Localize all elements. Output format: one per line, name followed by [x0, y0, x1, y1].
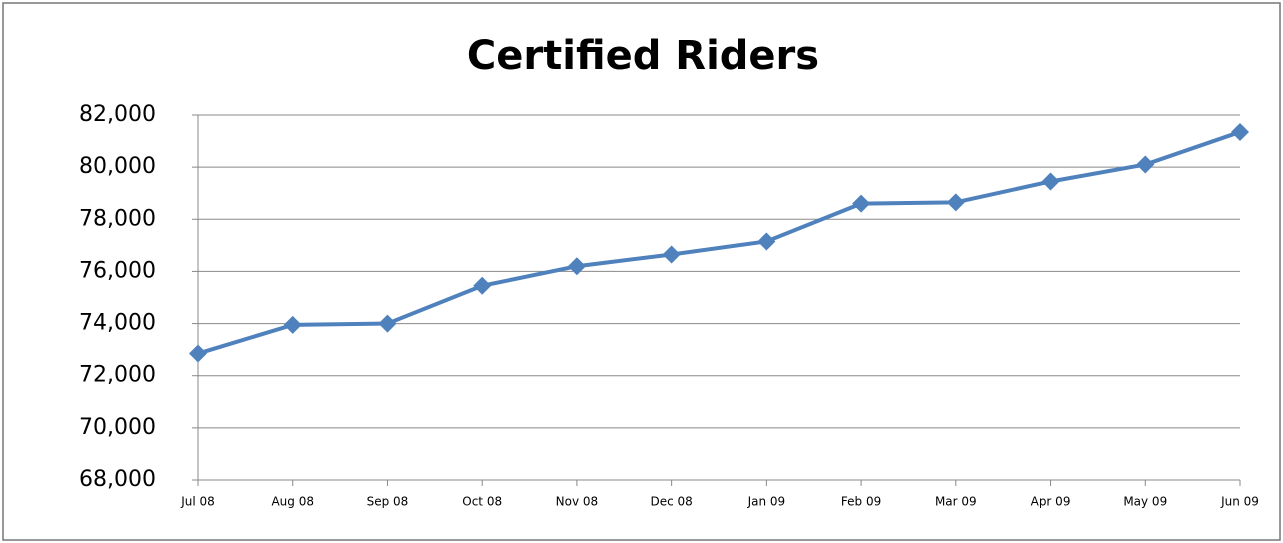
data-point: [1136, 155, 1155, 174]
x-tick-label: Jul 08: [180, 495, 215, 509]
data-point: [757, 232, 776, 251]
y-tick-label: 72,000: [79, 363, 156, 388]
x-tick-label: Dec 08: [650, 495, 692, 509]
data-line: [197, 130, 1241, 356]
data-point: [1041, 172, 1060, 191]
x-tick-label: Mar 09: [935, 495, 977, 509]
x-tick-label: Jan 09: [747, 495, 786, 509]
data-point: [189, 344, 207, 363]
y-tick-label: 68,000: [79, 467, 156, 492]
x-tick-label: Feb 09: [841, 495, 881, 509]
x-tick-label: Jun 09: [1220, 495, 1259, 509]
data-point: [1231, 122, 1249, 141]
data-point: [473, 276, 492, 295]
x-tick-label: Apr 09: [1031, 495, 1071, 509]
data-point: [567, 257, 586, 276]
x-tick-label: Aug 08: [271, 495, 314, 509]
y-tick-label: 70,000: [79, 415, 156, 440]
data-point: [283, 315, 302, 334]
x-tick-label: May 09: [1123, 495, 1167, 509]
x-tick-label: Sep 08: [367, 495, 409, 509]
y-tick-label: 74,000: [79, 311, 156, 336]
data-point: [662, 245, 681, 264]
data-point: [946, 193, 965, 212]
y-tick-label: 78,000: [79, 206, 156, 231]
data-point: [852, 194, 871, 213]
y-tick-label: 76,000: [79, 258, 156, 283]
y-tick-label: 82,000: [79, 102, 156, 127]
x-tick-label: Oct 08: [462, 495, 502, 509]
y-tick-label: 80,000: [79, 154, 156, 179]
data-point: [378, 314, 397, 333]
chart-title: Certified Riders: [467, 33, 819, 79]
x-tick-label: Nov 08: [556, 495, 599, 509]
